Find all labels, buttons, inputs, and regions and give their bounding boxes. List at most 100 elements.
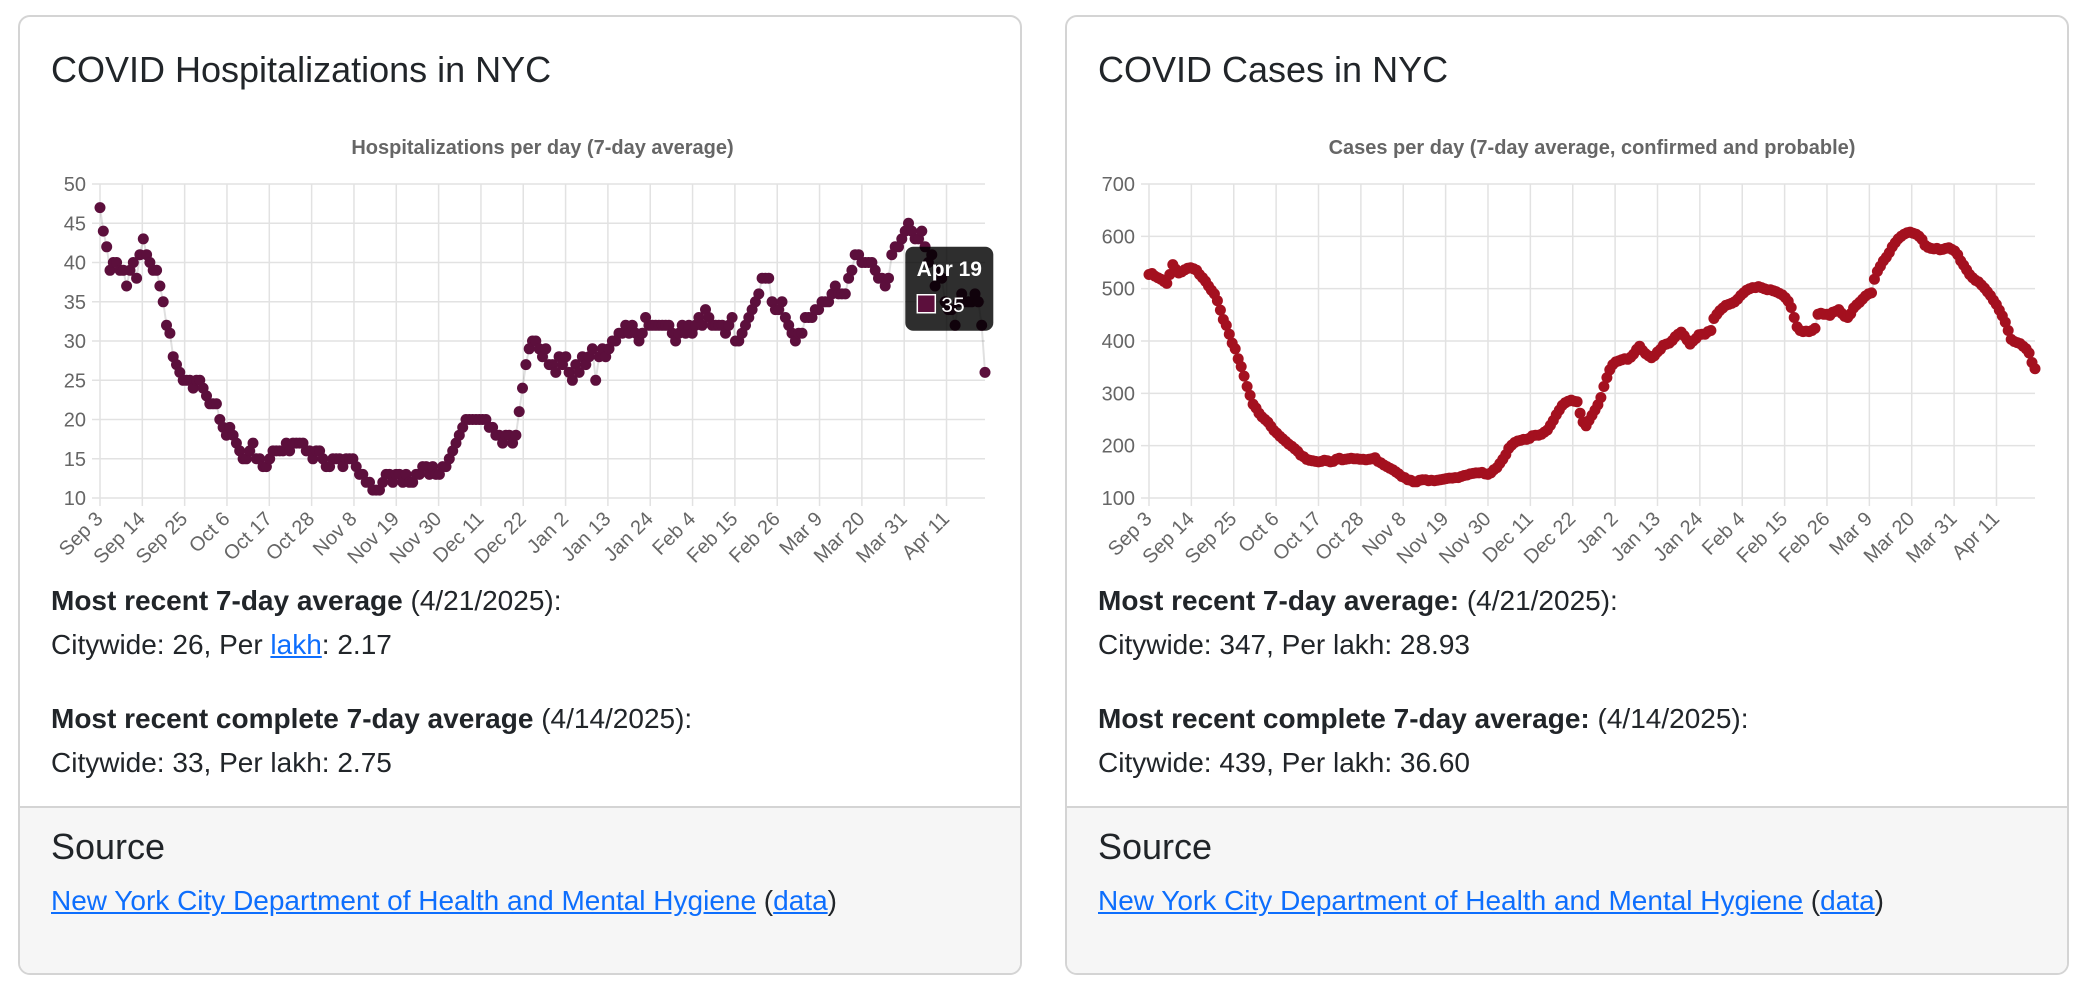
data-point	[763, 272, 775, 284]
paren-close: )	[827, 885, 837, 916]
y-tick-label: 30	[64, 331, 86, 353]
data-point	[1999, 316, 2011, 328]
data-point	[696, 319, 708, 331]
data-point	[1241, 381, 1253, 392]
complete-average-values: Citywide: 33, Per lakh: 2.75	[51, 747, 392, 778]
lakh-link[interactable]: lakh	[270, 629, 322, 660]
y-tick-label: 20	[64, 410, 86, 432]
data-point	[550, 366, 562, 378]
recent-average-values: Citywide: 26, Per lakh: 2.17	[51, 623, 692, 667]
source-link[interactable]: New York City Department of Health and M…	[1098, 885, 1804, 916]
data-point	[1223, 328, 1235, 340]
complete-average-line: Most recent complete 7-day average (4/14…	[51, 697, 692, 741]
y-tick-label: 35	[64, 292, 86, 314]
data-link[interactable]: data	[1820, 885, 1875, 916]
tooltip-date: Apr 19	[917, 258, 982, 281]
recent-values-prefix: Citywide: 26, Per	[51, 629, 271, 660]
complete-average-date: (4/14/2025):	[533, 703, 693, 734]
complete-average-line: Most recent complete 7-day average: (4/1…	[1098, 697, 1749, 741]
y-tick-label: 300	[1102, 383, 1135, 405]
y-tick-label: 200	[1102, 436, 1135, 458]
data-point	[776, 296, 788, 308]
data-point	[1161, 277, 1173, 289]
chart-title: Hospitalizations per day (7-day average)	[351, 137, 733, 159]
x-tick-label: Apr 11	[1948, 508, 2004, 564]
data-link[interactable]: data	[773, 885, 828, 916]
source-title: Source	[1098, 826, 1213, 867]
chart-tooltip: Apr 19 35	[905, 246, 994, 331]
data-point	[1244, 389, 1256, 401]
data-point	[1214, 304, 1226, 316]
data-point	[883, 272, 894, 284]
hospitalizations-card: COVID Hospitalizations in NYC Hospitaliz…	[18, 15, 1022, 975]
data-point	[1571, 396, 1583, 408]
recent-values-suffix: : 2.17	[321, 629, 392, 660]
recent-average-values: Citywide: 347, Per lakh: 28.93	[1098, 629, 1470, 660]
data-point	[510, 429, 522, 441]
data-point	[1574, 407, 1586, 419]
data-point	[1235, 361, 1247, 373]
hospitalizations-chart[interactable]: Hospitalizations per day (7-day average)…	[20, 117, 1022, 579]
data-point	[517, 382, 528, 394]
x-tick-label: Oct 28	[262, 508, 319, 565]
recent-average-label: Most recent 7-day average	[51, 585, 403, 616]
data-point	[753, 288, 765, 300]
recent-average-line: Most recent 7-day average: (4/21/2025):	[1098, 579, 1749, 623]
paren-open: (	[756, 885, 774, 916]
y-tick-label: 600	[1102, 226, 1135, 248]
data-point	[151, 264, 163, 276]
data-point	[1595, 392, 1607, 403]
data-point	[586, 343, 598, 355]
tooltip-value: 35	[941, 294, 964, 317]
y-tick-label: 700	[1102, 174, 1135, 196]
data-point	[127, 257, 139, 268]
data-point	[157, 296, 169, 308]
data-point	[210, 398, 222, 410]
y-tick-label: 45	[64, 213, 86, 235]
data-point	[2029, 363, 2041, 375]
y-tick-label: 10	[64, 488, 86, 510]
data-point	[131, 272, 143, 284]
data-point	[1705, 325, 1717, 336]
data-point	[1866, 287, 1877, 299]
source-footer: Source New York City Department of Healt…	[1067, 806, 2067, 973]
complete-average-label: Most recent complete 7-day average:	[1098, 703, 1590, 734]
card-title: COVID Hospitalizations in NYC	[51, 49, 552, 90]
data-point	[2002, 325, 2014, 336]
source-links: New York City Department of Health and M…	[51, 885, 837, 917]
data-point	[137, 233, 149, 245]
source-link[interactable]: New York City Department of Health and M…	[51, 885, 757, 916]
recent-average-label: Most recent 7-day average:	[1098, 585, 1460, 616]
data-point	[839, 288, 851, 300]
cases-stats: Most recent 7-day average: (4/21/2025): …	[1098, 579, 1749, 785]
cases-chart[interactable]: Cases per day (7-day average, confirmed …	[1067, 117, 2069, 579]
y-tick-label: 15	[64, 449, 86, 471]
data-point	[1229, 343, 1241, 355]
card-title: COVID Cases in NYC	[1098, 49, 1449, 90]
data-point	[590, 374, 602, 386]
cases-card: COVID Cases in NYC Cases per day (7-day …	[1065, 15, 2069, 975]
data-point	[916, 225, 928, 237]
y-tick-label: 40	[64, 253, 86, 275]
data-point	[1238, 370, 1250, 382]
data-point	[1220, 319, 1232, 331]
data-point	[573, 366, 585, 378]
paren-open: (	[1803, 885, 1821, 916]
data-point	[2023, 347, 2035, 359]
x-tick-label: Oct 28	[1311, 508, 1368, 565]
data-point	[513, 406, 525, 418]
data-point	[97, 225, 109, 237]
complete-average-values: Citywide: 439, Per lakh: 36.60	[1098, 747, 1470, 778]
data-point	[1598, 381, 1610, 392]
data-point	[121, 280, 133, 292]
tooltip-swatch	[916, 294, 937, 314]
source-title: Source	[51, 826, 166, 867]
data-point	[154, 280, 166, 292]
y-tick-label: 500	[1102, 279, 1135, 301]
source-footer: Source New York City Department of Healt…	[20, 806, 1020, 973]
data-point	[94, 202, 106, 214]
data-point	[846, 264, 858, 276]
data-point	[540, 343, 552, 355]
source-links: New York City Department of Health and M…	[1098, 885, 1884, 917]
data-point	[247, 437, 259, 449]
